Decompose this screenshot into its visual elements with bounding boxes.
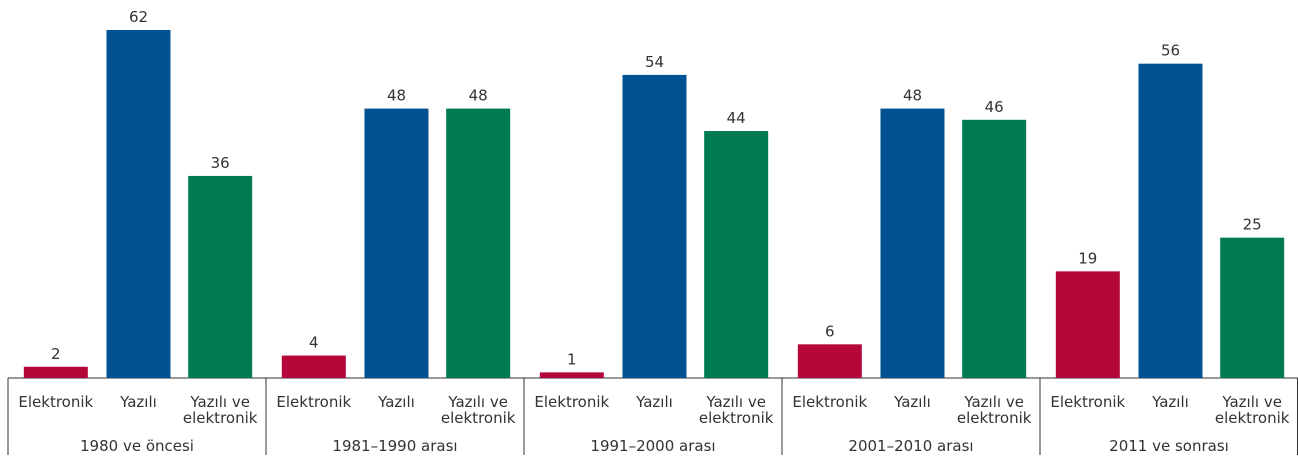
bar — [364, 108, 429, 379]
series-label: Yazılı ve elektronik — [182, 393, 258, 427]
value-label: 48 — [387, 87, 406, 105]
bar — [880, 108, 945, 379]
value-label: 2 — [51, 345, 61, 363]
value-label: 19 — [1078, 249, 1097, 267]
value-label: 48 — [903, 87, 922, 105]
bar — [1055, 271, 1120, 378]
bar — [446, 108, 511, 379]
value-label: 4 — [309, 334, 319, 352]
bar — [281, 355, 346, 378]
bar — [622, 74, 687, 378]
bar — [962, 119, 1027, 378]
series-label: Yazılı ve elektronik — [698, 393, 774, 427]
value-label: 44 — [727, 109, 746, 127]
value-label: 54 — [645, 53, 664, 71]
group-label: 1980 ve öncesi — [80, 437, 194, 455]
group-label: 1981–1990 arası — [332, 437, 458, 455]
series-label: Yazılı — [636, 393, 673, 411]
group-label: 2001–2010 arası — [848, 437, 974, 455]
value-label: 6 — [825, 322, 835, 340]
series-label: Yazılı — [1152, 393, 1189, 411]
bar — [1220, 237, 1285, 378]
series-label: Yazılı ve elektronik — [440, 393, 516, 427]
bar — [188, 175, 253, 378]
series-label: Yazılı ve elektronik — [956, 393, 1032, 427]
bar — [23, 366, 88, 378]
series-label: Yazılı — [378, 393, 415, 411]
value-label: 62 — [129, 8, 148, 26]
value-label: 25 — [1243, 216, 1262, 234]
bar — [1138, 63, 1203, 378]
series-label: Yazılı — [894, 393, 931, 411]
bar — [704, 131, 769, 378]
series-label: Elektronik — [792, 393, 868, 411]
value-label: 1 — [567, 350, 577, 368]
bar — [106, 30, 171, 378]
series-label: Elektronik — [534, 393, 610, 411]
series-label: Elektronik — [1050, 393, 1126, 411]
value-label: 46 — [985, 98, 1004, 116]
bar — [539, 372, 604, 378]
series-label: Elektronik — [18, 393, 94, 411]
group-label: 2011 ve sonrası — [1109, 437, 1229, 455]
bar — [797, 344, 862, 378]
series-label: Yazılı ve elektronik — [1214, 393, 1290, 427]
series-label: Elektronik — [276, 393, 352, 411]
group-label: 1991–2000 arası — [590, 437, 716, 455]
value-label: 36 — [211, 154, 230, 172]
series-label: Yazılı — [120, 393, 157, 411]
value-label: 56 — [1161, 42, 1180, 60]
value-label: 48 — [469, 87, 488, 105]
